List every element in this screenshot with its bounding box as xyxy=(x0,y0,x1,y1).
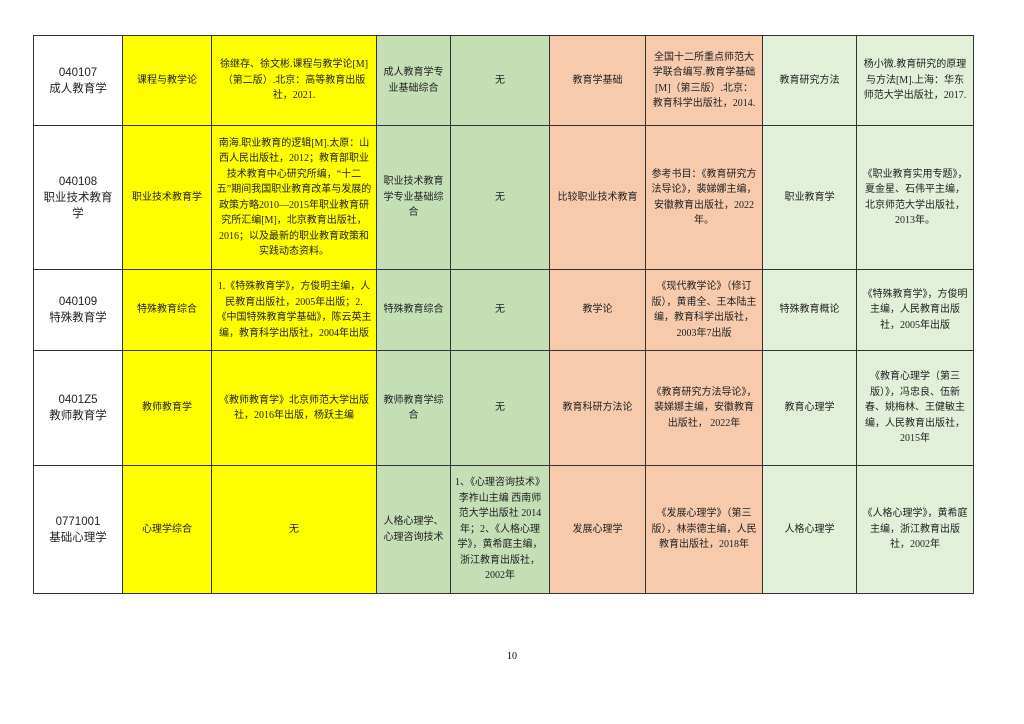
major-cell: 040109 特殊教育学 xyxy=(33,269,123,351)
table-cell: 特殊教育概论 xyxy=(762,269,857,351)
table-cell: 成人教育学专业基础综合 xyxy=(376,35,451,126)
table-cell: 《特殊教育学》，方俊明主编，人民教育出版社，2005年出版 xyxy=(856,269,974,351)
table-cell: 参考书目：《教育研究方法导论》，裴娣娜主编，安徽教育出版社，2022年。 xyxy=(645,125,763,270)
table-row: 040109 特殊教育学 特殊教育综合 1.《特殊教育学》，方俊明主编，人民教育出版社… xyxy=(33,269,974,351)
table-cell: 职业技术教育学 xyxy=(122,125,212,270)
table-row: 040108 职业技术教育学 职业技术教育学 南海.职业教育的逻辑[M].太原：山西人… xyxy=(33,125,974,270)
table-cell: 特殊教育综合 xyxy=(376,269,451,351)
table-cell: 《现代教学论》（修订版），黄甫全、王本陆主编，教育科学出版社， 2003年7出版 xyxy=(645,269,763,351)
table-cell: 课程与教学论 xyxy=(122,35,212,126)
major-code: 040109 xyxy=(58,296,98,308)
major-name: 成人教育学 xyxy=(49,82,107,95)
table-cell: 教育心理学 xyxy=(762,350,857,466)
major-code: 0401Z5 xyxy=(58,394,98,406)
table-cell: 《教育研究方法导论》，裴娣娜主编，安徽教育出版社， 2022年 xyxy=(645,350,763,466)
table-body: 040107 成人教育学 课程与教学论 徐继存、徐文彬.课程与教学论[M]（第二版）.… xyxy=(33,35,974,594)
major-code: 040108 xyxy=(58,175,98,188)
table-cell: 人格心理学 xyxy=(762,465,857,594)
table-cell: 教师教育学综合 xyxy=(376,350,451,466)
table-row: 0401Z5 教师教育学 教师教育学 《教师教育学》北京师范大学出版社，2016年出版… xyxy=(33,350,974,466)
major-cell: 040107 成人教育学 xyxy=(33,35,123,126)
major-name: 职业技术教育学 xyxy=(43,191,113,220)
table-cell: 徐继存、徐文彬.课程与教学论[M]（第二版）.北京：高等教育出版社，2021. xyxy=(211,35,377,126)
table-cell: 教师教育学 xyxy=(122,350,212,466)
table-cell: 无 xyxy=(211,465,377,594)
table-cell: 《教师教育学》北京师范大学出版社，2016年出版，杨跃主编 xyxy=(211,350,377,466)
table-cell: 杨小微.教育研究的原理与方法[M].上海：华东师范大学出版社，2017. xyxy=(856,35,974,126)
major-cell: 0401Z5 教师教育学 xyxy=(33,350,123,466)
table-cell: 无 xyxy=(450,35,550,126)
table-cell: 全国十二所重点师范大学联合编写.教育学基础[M]（第三版）.北京：教育科学出版社… xyxy=(645,35,763,126)
major-name: 教师教育学 xyxy=(49,410,107,422)
table-cell: 人格心理学、心理咨询技术 xyxy=(376,465,451,594)
table-cell: 发展心理学 xyxy=(549,465,646,594)
table-cell: 1、《心理咨询技术》李祚山主编 西南师范大学出版社 2014年；2、《人格心理学… xyxy=(450,465,550,594)
table-row: 040107 成人教育学 课程与教学论 徐继存、徐文彬.课程与教学论[M]（第二版）.… xyxy=(33,35,974,126)
major-name: 基础心理学 xyxy=(49,531,107,544)
table-cell: 《职业教育实用专题》，夏金星、石伟平主编，北京师范大学出版社，2013年。 xyxy=(856,125,974,270)
table-cell: 无 xyxy=(450,125,550,270)
table-cell: 1.《特殊教育学》，方俊明主编，人民教育出版社，2005年出版；2.《中国特殊教… xyxy=(211,269,377,351)
table-cell: 教育科研方法论 xyxy=(549,350,646,466)
table-cell: 职业技术教育学专业基础综合 xyxy=(376,125,451,270)
table-cell: 无 xyxy=(450,350,550,466)
major-cell: 0771001 基础心理学 xyxy=(33,465,123,594)
table-cell: 《教育心理学（第三版）》，冯忠良、伍新春、姚梅林、王健敏主编，人民教育出版社，2… xyxy=(856,350,974,466)
exam-subjects-table: 040107 成人教育学 课程与教学论 徐继存、徐文彬.课程与教学论[M]（第二版）.… xyxy=(33,35,974,594)
major-cell: 040108 职业技术教育学 xyxy=(33,125,123,270)
table-cell: 无 xyxy=(450,269,550,351)
major-code: 0771001 xyxy=(55,515,101,528)
table-cell: 心理学综合 xyxy=(122,465,212,594)
major-name: 特殊教育学 xyxy=(49,312,107,324)
table-cell: 比较职业技术教育 xyxy=(549,125,646,270)
table-cell: 教育研究方法 xyxy=(762,35,857,126)
table-cell: 《人格心理学》，黄希庭主编，浙江教育出版社，2002年 xyxy=(856,465,974,594)
table-cell: 教学论 xyxy=(549,269,646,351)
table-row: 0771001 基础心理学 心理学综合无人格心理学、心理咨询技术 1、《心理咨询技术》… xyxy=(33,465,974,594)
page-number: 10 xyxy=(507,651,517,662)
table-cell: 特殊教育综合 xyxy=(122,269,212,351)
table-cell: 南海.职业教育的逻辑[M].太原：山西人民出版社，2012；教育部职业技术教育中… xyxy=(211,125,377,270)
table-cell: 职业教育学 xyxy=(762,125,857,270)
table-cell: 教育学基础 xyxy=(549,35,646,126)
major-code: 040107 xyxy=(58,66,98,79)
table-cell: 《发展心理学》（第三版），林崇德主编，人民教育出版社，2018年 xyxy=(645,465,763,594)
